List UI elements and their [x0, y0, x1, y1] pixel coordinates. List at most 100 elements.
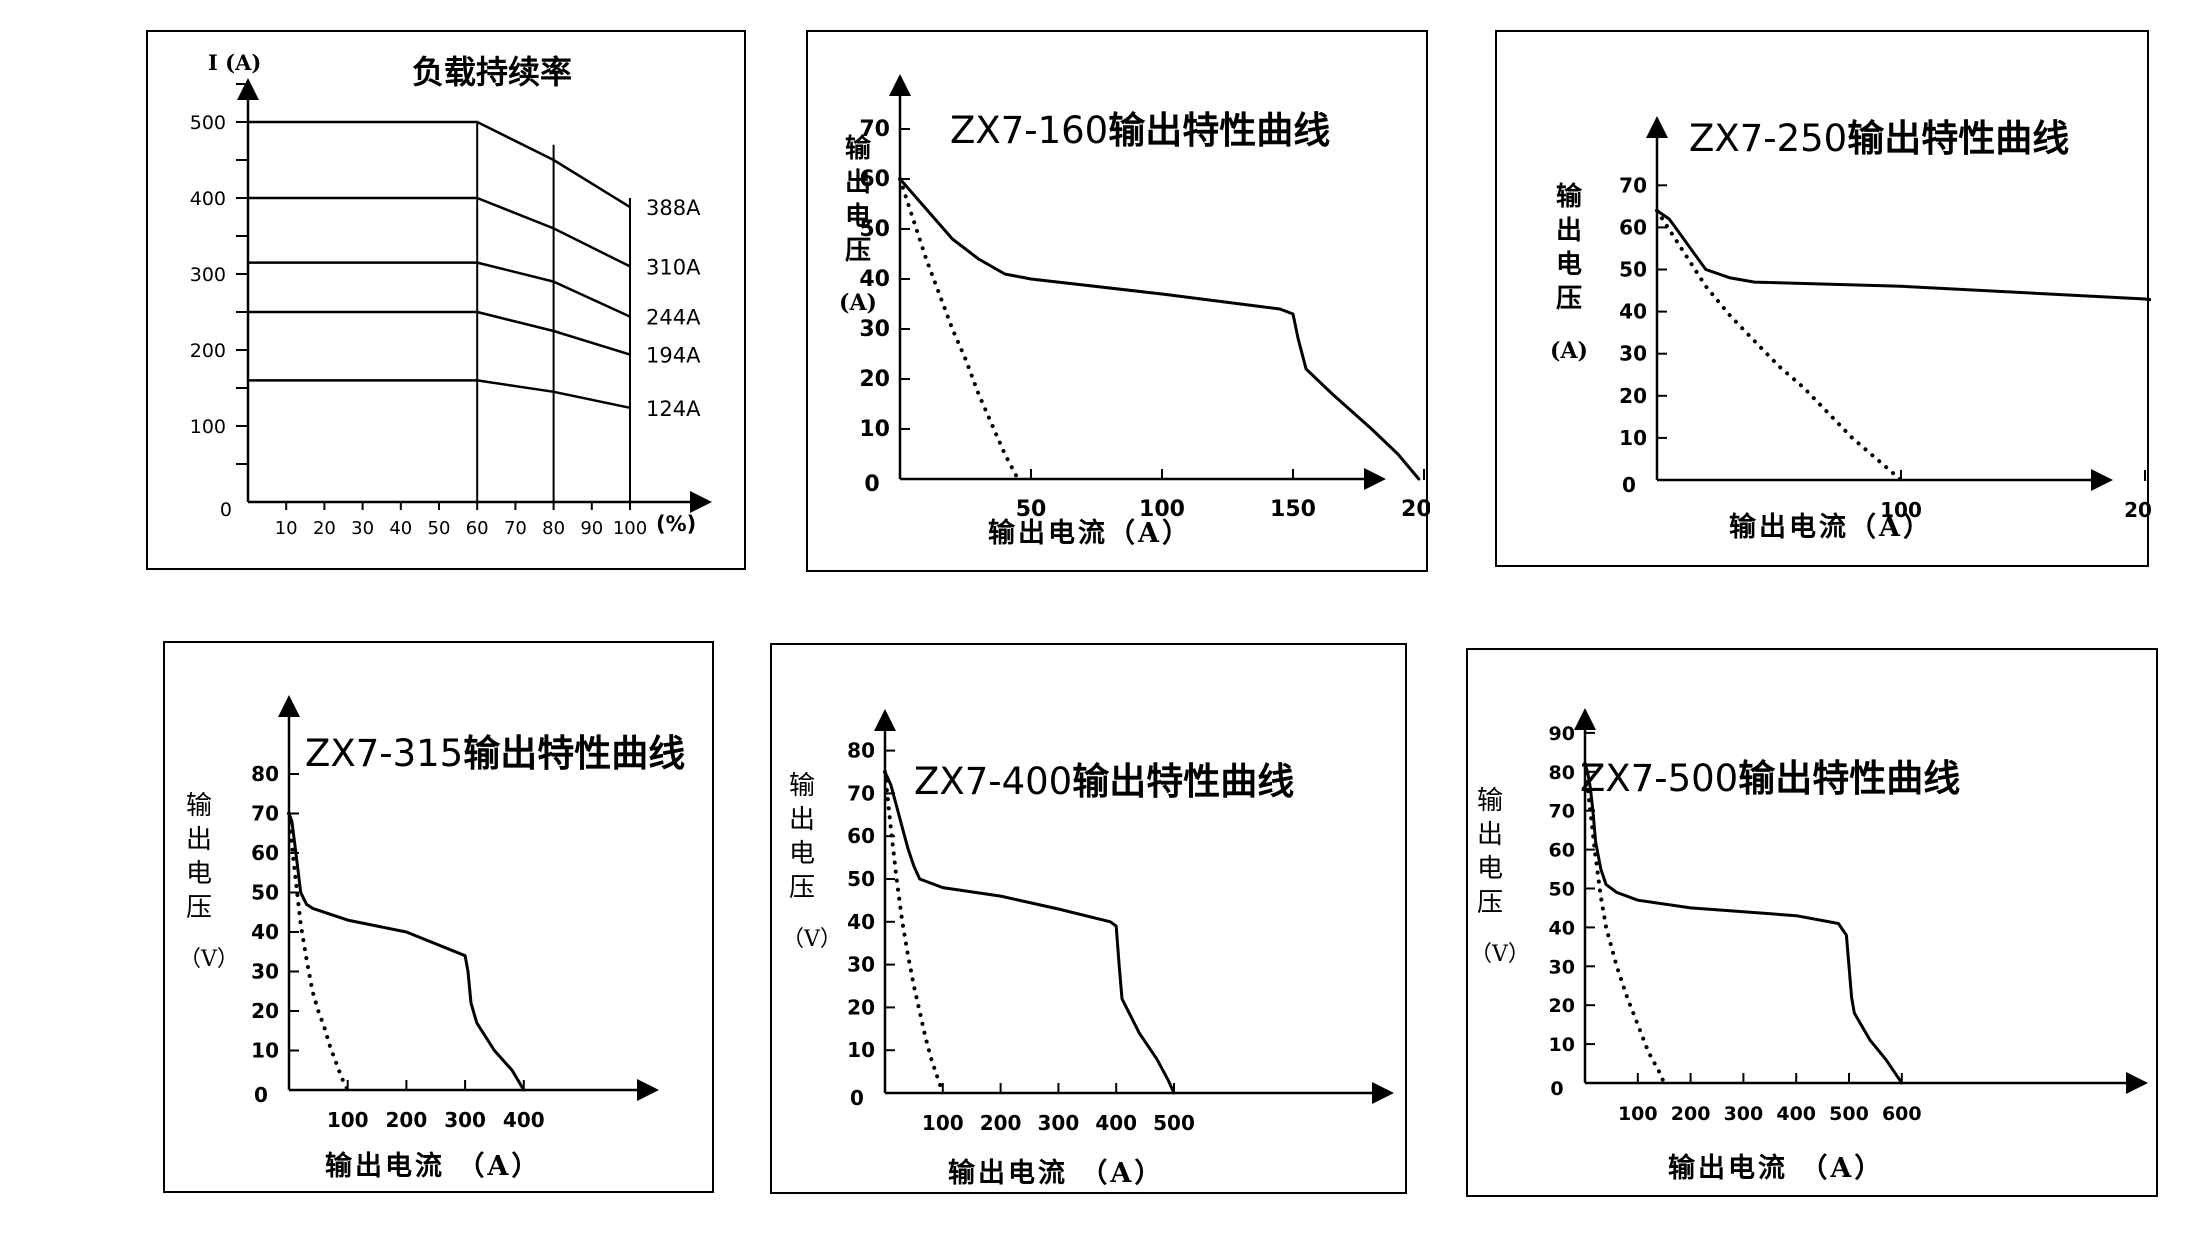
y-tick-label: 30: [1549, 956, 1575, 978]
y-tick-label: 60: [1549, 840, 1575, 862]
x-tick-label: 100: [327, 1108, 369, 1132]
y-tick-label: 50: [847, 867, 875, 891]
origin-label: 0: [850, 1086, 864, 1110]
origin-label: 0: [254, 1083, 268, 1107]
x-tick-label: 400: [1776, 1103, 1816, 1125]
title-suffix: 输出特性曲线: [1847, 117, 2070, 160]
chart-title: 负载持续率: [412, 53, 573, 91]
y-tick-label: 20: [859, 367, 890, 392]
x-tick-label: 400: [503, 1108, 545, 1132]
y-tick-label: 70: [1619, 173, 1647, 197]
y-tick-label: 50: [859, 217, 890, 242]
zx7-160-plot: 10 20 30 40 50 60 70 50 100 150 200 0: [859, 74, 1430, 522]
output-characteristic-curve: [287, 812, 526, 1092]
y-tick-label: 10: [1549, 1034, 1575, 1056]
y-axis-label-text: 输出电压: [845, 134, 872, 266]
y-axis-arrow: [1646, 116, 1668, 138]
x-tick-label: 100: [613, 518, 647, 539]
x-axis-arrow: [637, 1079, 659, 1101]
x-tick-label: 50: [428, 518, 451, 539]
output-characteristic-curve: [1655, 209, 2151, 302]
x-tick-label: 60: [466, 518, 489, 539]
y-axis-arrow: [889, 74, 911, 96]
duty-cycle-series: [248, 310, 631, 356]
output-characteristic-curve: [883, 770, 1176, 1095]
y-tick-label: 60: [859, 167, 890, 192]
duty-cycle-plot: 100 200 300 400 500 0 10 20 30 40 50 60 70 80 90 100 388…: [190, 78, 712, 539]
x-tick-label: 600: [1882, 1103, 1922, 1125]
y-tick-label: 30: [859, 317, 890, 342]
y-tick-label: 70: [1549, 801, 1575, 823]
x-tick-label: 40: [389, 518, 412, 539]
y-axis-label: 输出电压 (A): [1549, 180, 1589, 368]
y-tick-label: 30: [847, 953, 875, 977]
y-tick-label: 40: [1619, 300, 1647, 324]
y-axis-arrow: [237, 78, 259, 100]
x-tick-label: 500: [1153, 1111, 1195, 1135]
title-suffix: 输出特性曲线: [1738, 757, 1961, 800]
chart-title: ZX7-500输出特性曲线: [1580, 760, 1960, 797]
y-tick-label: 60: [1619, 215, 1647, 239]
y-tick-label: 80: [1549, 762, 1575, 784]
x-tick-label: 150: [1270, 497, 1316, 522]
x-axis-label: 输出电流 （A）: [948, 1158, 1165, 1189]
x-axis-arrow: [2126, 1072, 2148, 1094]
y-tick-label: 20: [251, 999, 279, 1023]
y-tick-label: 30: [1619, 342, 1647, 366]
x-axis-label: 输出电流 （A）: [1668, 1153, 1885, 1184]
x-tick-label: 300: [1724, 1103, 1764, 1125]
x-tick-label: 100: [1618, 1103, 1658, 1125]
dotted-reference-curve: [1583, 762, 1667, 1085]
y-axis-unit: (A): [1550, 338, 1588, 364]
y-tick-label: 60: [251, 841, 279, 865]
x-tick-label: 20: [313, 518, 336, 539]
y-tick-label: 90: [1549, 723, 1575, 745]
x-tick-label: 10: [275, 518, 298, 539]
zx7-315-plot: 10 20 30 40 50 60 70 80 100 200 300 400 0: [251, 695, 659, 1132]
zx7-500-plot: 10 20 30 40 50 60 70 80 90 100 200 300 400 500 600 0: [1549, 708, 2148, 1125]
y-axis-unit: (A): [839, 290, 877, 316]
duty-cycle-series: [248, 261, 631, 318]
y-axis-arrow: [874, 709, 896, 731]
y-tick-label: 80: [847, 739, 875, 763]
y-axis-label-text: 输出电压: [1477, 786, 1504, 918]
chart-title: ZX7-400输出特性曲线: [914, 763, 1294, 800]
dotted-reference-curve: [898, 177, 1020, 481]
title-suffix: 输出特性曲线: [1108, 109, 1331, 152]
y-axis-arrow: [278, 695, 300, 717]
zx7-160-chart-panel: ZX7-160输出特性曲线 输出电压 (A) 输出电流（A） 10 20 30 40 5…: [806, 30, 1430, 572]
x-axis-label: 输出电流 （A）: [325, 1151, 542, 1182]
origin-label: 0: [864, 472, 879, 497]
title-model: ZX7-315: [305, 732, 464, 775]
series-label: 310A: [646, 255, 701, 279]
dotted-reference-curve: [287, 811, 350, 1092]
chart-title: ZX7-315输出特性曲线: [305, 735, 685, 772]
x-tick-label: 90: [580, 518, 603, 539]
y-tick-label: 40: [859, 267, 890, 292]
series-label: 124A: [646, 397, 701, 421]
x-tick-label: 100: [1880, 498, 1922, 522]
title-model: ZX7-500: [1580, 757, 1739, 800]
x-tick-label: 80: [542, 518, 565, 539]
title-model: ZX7-400: [914, 760, 1073, 803]
x-axis-label: 输出电流（A）: [988, 518, 1192, 549]
dotted-reference-curve: [883, 770, 945, 1095]
y-tick-label: 50: [251, 881, 279, 905]
x-tick-label: 200: [1401, 497, 1430, 522]
title-suffix: 输出特性曲线: [463, 732, 686, 775]
x-axis-label: (%): [656, 512, 697, 536]
x-tick-label: 200: [1671, 1103, 1711, 1125]
x-tick-label: 200: [2124, 498, 2151, 522]
y-axis-label: 输出电压 （V）: [179, 789, 239, 977]
duty-cycle-series: [248, 196, 631, 268]
title-suffix: 输出特性曲线: [1072, 760, 1295, 803]
y-tick-label: 10: [1619, 426, 1647, 450]
y-tick-label: 100: [190, 416, 226, 438]
y-axis-arrow: [1574, 708, 1596, 730]
y-tick-label: 200: [190, 340, 226, 362]
y-tick-label: 70: [847, 781, 875, 805]
zx7-400-plot: 10 20 30 40 50 60 70 80 100 200 300 400 500 0: [847, 709, 1394, 1135]
zx7-250-plot: 102030405060701002003000: [1619, 116, 2151, 522]
chart-title: ZX7-160输出特性曲线: [950, 112, 1330, 149]
x-tick-label: 400: [1095, 1111, 1137, 1135]
